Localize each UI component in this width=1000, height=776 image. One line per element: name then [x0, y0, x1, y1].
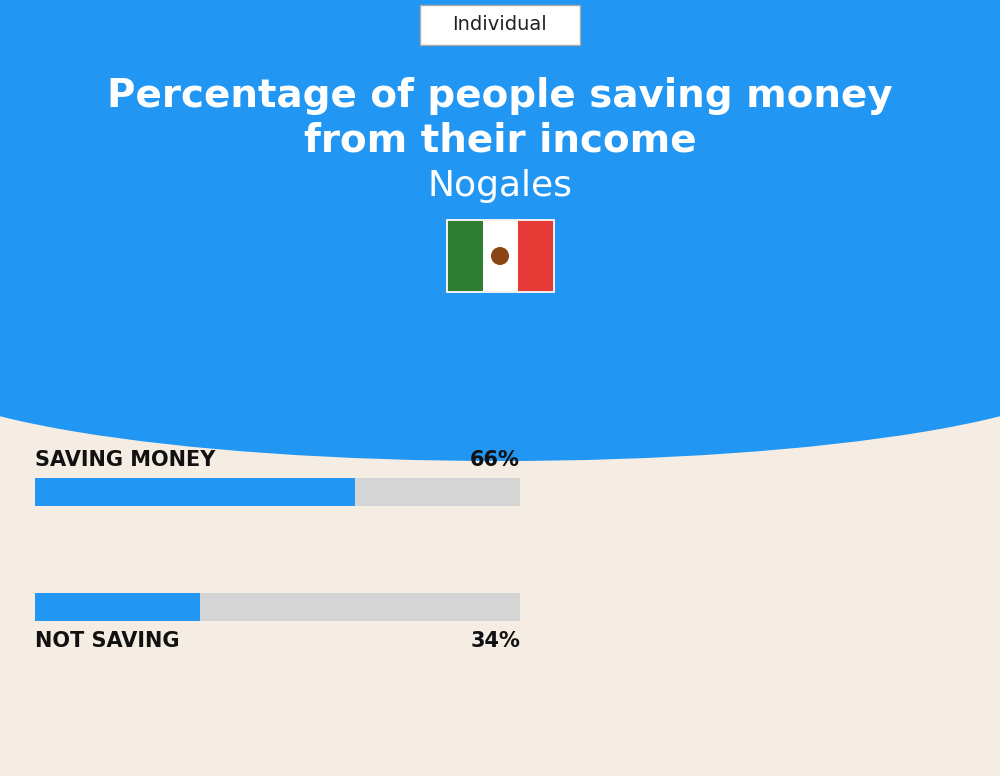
Bar — [35, 593, 200, 621]
Bar — [482, 221, 518, 291]
Circle shape — [491, 247, 509, 265]
Bar — [446, 219, 554, 293]
Text: NOT SAVING: NOT SAVING — [35, 631, 180, 651]
Bar — [448, 221, 482, 291]
Bar — [35, 478, 520, 506]
FancyBboxPatch shape — [420, 5, 580, 45]
Bar — [35, 593, 520, 621]
Bar — [35, 478, 355, 506]
Text: 34%: 34% — [470, 631, 520, 651]
Text: 66%: 66% — [470, 450, 520, 470]
Text: Percentage of people saving money: Percentage of people saving money — [107, 77, 893, 115]
Text: from their income: from their income — [304, 122, 696, 160]
Text: Individual: Individual — [453, 16, 547, 34]
Bar — [518, 221, 552, 291]
Text: Nogales: Nogales — [428, 169, 572, 203]
Text: SAVING MONEY: SAVING MONEY — [35, 450, 215, 470]
Bar — [0, 0, 1000, 386]
Ellipse shape — [0, 261, 1000, 461]
